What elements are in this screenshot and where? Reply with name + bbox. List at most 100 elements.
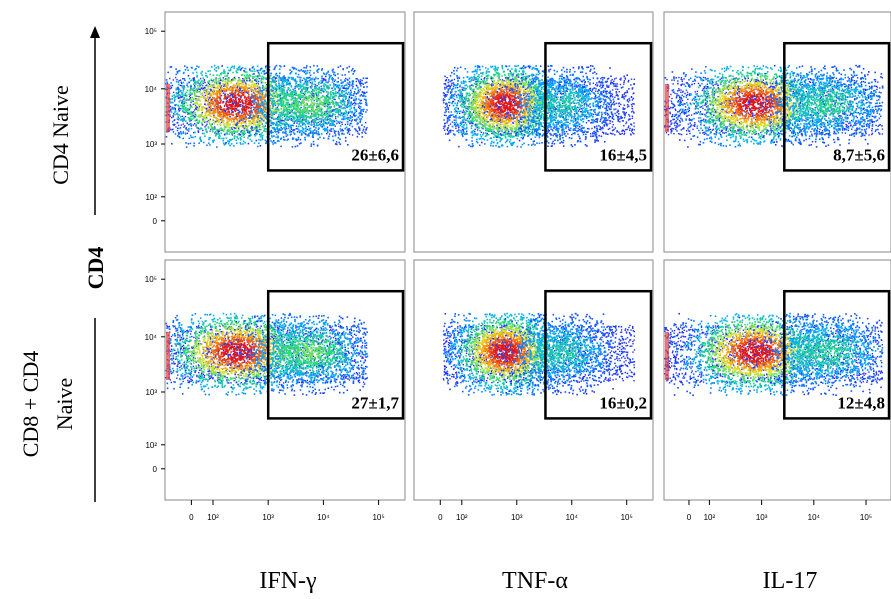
cell-dot	[269, 138, 271, 140]
cell-dot	[199, 91, 201, 93]
cell-dot	[311, 113, 312, 114]
cell-dot	[361, 83, 362, 84]
cell-dot	[180, 132, 182, 134]
cell-dot	[218, 133, 220, 135]
cell-dot	[251, 94, 253, 96]
cell-dot	[293, 100, 295, 102]
cell-dot	[284, 127, 286, 129]
cell-dot	[272, 81, 274, 83]
cell-dot	[323, 91, 325, 93]
cell-dot	[306, 77, 308, 79]
cell-dot	[212, 129, 214, 131]
cell-dot	[333, 140, 335, 142]
cell-dot	[196, 99, 198, 101]
cell-dot	[257, 130, 259, 132]
cell-dot	[215, 77, 216, 78]
cell-dot	[324, 114, 326, 116]
cell-dot	[311, 121, 312, 122]
cell-dot	[223, 130, 225, 132]
cell-dot	[282, 105, 284, 107]
cell-dot	[314, 81, 316, 83]
cell-dot	[218, 66, 220, 68]
cell-dot	[331, 79, 333, 81]
cell-dot	[345, 98, 347, 100]
cell-dot	[320, 90, 321, 91]
cell-dot	[204, 88, 206, 90]
cell-dot	[185, 109, 187, 111]
cell-dot	[272, 141, 274, 143]
cell-dot	[289, 132, 291, 134]
cell-dot	[209, 144, 211, 146]
cell-dot	[363, 93, 365, 95]
cell-dot	[326, 91, 328, 93]
cell-dot	[175, 77, 176, 78]
cell-dot	[260, 68, 262, 70]
cell-dot	[195, 125, 196, 126]
cell-dot	[265, 117, 267, 119]
cell-dot	[248, 130, 250, 132]
cell-dot	[191, 88, 193, 90]
cell-dot	[224, 110, 226, 112]
cell-dot	[183, 88, 184, 89]
cell-dot	[291, 110, 293, 112]
cell-dot	[179, 91, 181, 93]
cell-dot	[283, 109, 285, 111]
cell-dot	[241, 90, 243, 92]
cell-dot	[240, 137, 242, 139]
cell-dot	[218, 114, 220, 116]
cell-dot	[205, 95, 206, 96]
cell-dot	[352, 73, 354, 75]
cell-dot	[223, 98, 225, 100]
cell-dot	[279, 103, 281, 105]
cell-dot	[306, 115, 308, 117]
cell-dot	[197, 121, 199, 123]
cell-dot	[625, 129, 626, 130]
cell-dot	[280, 87, 282, 89]
cell-dot	[335, 116, 336, 117]
cell-dot	[254, 99, 256, 101]
cell-dot	[238, 77, 239, 78]
cell-dot	[316, 85, 317, 86]
cell-dot	[321, 101, 323, 103]
cell-dot	[233, 85, 235, 87]
cell-dot	[217, 90, 219, 92]
cell-dot	[225, 82, 227, 84]
cell-dot	[276, 73, 278, 75]
cell-dot	[252, 86, 254, 88]
cell-dot	[207, 103, 209, 105]
cell-dot	[343, 96, 345, 98]
cell-dot	[342, 98, 344, 100]
cell-dot	[256, 127, 258, 129]
cell-dot	[294, 133, 296, 135]
cell-dot	[213, 115, 214, 116]
cell-dot	[197, 85, 199, 87]
cell-dot	[319, 99, 321, 101]
cell-dot	[321, 118, 323, 120]
cell-dot	[319, 123, 321, 125]
cell-dot	[237, 86, 239, 88]
cell-dot	[323, 125, 325, 127]
cell-dot	[344, 116, 346, 118]
cell-dot	[230, 90, 232, 92]
cell-dot	[338, 77, 339, 78]
cell-dot	[449, 105, 450, 106]
cell-dot	[306, 118, 308, 120]
cell-dot	[351, 123, 353, 125]
cell-dot	[295, 83, 297, 85]
cell-dot	[254, 102, 256, 104]
cell-dot	[315, 77, 317, 79]
cell-dot	[357, 123, 359, 125]
cell-dot	[207, 85, 209, 87]
cell-dot	[236, 108, 237, 109]
cell-dot	[216, 101, 218, 103]
cell-dot	[192, 118, 194, 120]
cell-dot	[265, 143, 267, 145]
cell-dot	[178, 101, 180, 103]
cell-dot	[230, 69, 232, 71]
cell-dot	[171, 108, 173, 110]
cell-dot	[316, 87, 318, 89]
cell-dot	[199, 122, 201, 124]
cell-dot	[245, 116, 247, 118]
cell-dot	[262, 97, 264, 99]
cell-dot	[204, 80, 205, 81]
